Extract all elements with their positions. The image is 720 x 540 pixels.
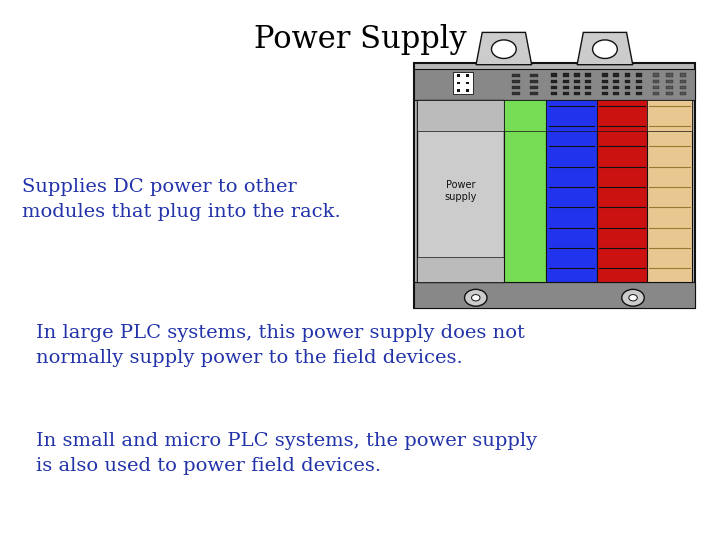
Bar (530, 86, 538, 89)
Bar (666, 73, 672, 77)
Bar (456, 74, 459, 77)
Polygon shape (476, 32, 531, 65)
Bar (653, 86, 660, 89)
Polygon shape (577, 32, 633, 65)
Bar (653, 80, 660, 83)
Bar (624, 80, 631, 83)
Bar (504, 100, 546, 131)
Bar (574, 92, 580, 95)
Bar (636, 86, 642, 89)
Circle shape (472, 295, 480, 301)
Bar (585, 86, 591, 89)
Circle shape (492, 40, 516, 58)
Bar (602, 80, 608, 83)
Bar (414, 282, 695, 308)
Bar (546, 100, 596, 131)
Bar (613, 80, 619, 83)
Bar (574, 86, 580, 89)
Bar (417, 257, 504, 282)
Bar (530, 80, 538, 83)
Circle shape (629, 295, 637, 301)
Bar (647, 100, 692, 131)
Bar (456, 89, 459, 92)
Bar (666, 86, 672, 89)
Bar (636, 92, 642, 95)
Bar (653, 92, 660, 95)
Bar (624, 92, 631, 95)
Bar (562, 92, 569, 95)
Bar (602, 73, 608, 77)
Bar (417, 100, 504, 131)
Bar (602, 92, 608, 95)
Bar (574, 73, 580, 77)
Bar (602, 86, 608, 89)
Text: In large PLC systems, this power supply does not
normally supply power to the fi: In large PLC systems, this power supply … (36, 324, 525, 367)
Bar (512, 92, 520, 94)
Bar (552, 73, 557, 77)
Bar (585, 80, 591, 83)
Bar (546, 100, 596, 282)
Bar (530, 74, 538, 77)
Bar (456, 82, 459, 84)
Bar (680, 86, 686, 89)
Bar (504, 100, 546, 282)
Bar (417, 100, 504, 282)
Text: Power
supply: Power supply (444, 180, 477, 202)
Bar (562, 86, 569, 89)
Bar (624, 86, 631, 89)
Bar (467, 74, 469, 77)
Circle shape (464, 289, 487, 306)
Bar (666, 80, 672, 83)
Bar (624, 73, 631, 77)
Text: Power Supply: Power Supply (253, 24, 467, 55)
Circle shape (622, 289, 644, 306)
Bar (467, 89, 469, 92)
Bar (680, 92, 686, 95)
Circle shape (593, 40, 617, 58)
Bar (585, 73, 591, 77)
Bar (512, 74, 520, 77)
Text: In small and micro PLC systems, the power supply
is also used to power field dev: In small and micro PLC systems, the powe… (36, 432, 537, 475)
Bar (574, 80, 580, 83)
Bar (653, 73, 660, 77)
Bar (552, 92, 557, 95)
Bar (647, 100, 692, 282)
Bar (562, 80, 569, 83)
Bar (596, 100, 647, 131)
Bar (552, 86, 557, 89)
Bar (636, 80, 642, 83)
Bar (454, 72, 473, 94)
Bar (680, 73, 686, 77)
Bar (613, 86, 619, 89)
Bar (585, 92, 591, 95)
Bar (666, 92, 672, 95)
Bar (562, 73, 569, 77)
Bar (414, 63, 695, 308)
Bar (530, 92, 538, 94)
Bar (414, 69, 695, 100)
Bar (467, 82, 469, 84)
Bar (613, 73, 619, 77)
Text: Supplies DC power to other
modules that plug into the rack.: Supplies DC power to other modules that … (22, 178, 341, 221)
Bar (680, 80, 686, 83)
Bar (552, 80, 557, 83)
Bar (613, 92, 619, 95)
Bar (512, 80, 520, 83)
Bar (512, 86, 520, 89)
Bar (596, 100, 647, 282)
Bar (636, 73, 642, 77)
